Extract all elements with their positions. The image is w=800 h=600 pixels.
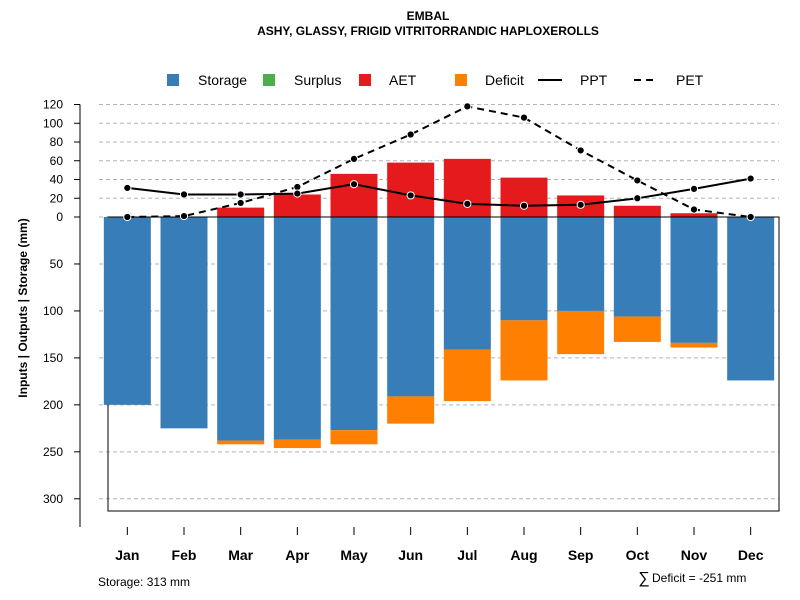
- chart-subtitle: ASHY, GLASSY, FRIGID VITRITORRANDIC HAPL…: [257, 24, 599, 38]
- legend-aet-swatch: [359, 74, 371, 86]
- legend: Storage Surplus AET Deficit PPT PET: [167, 72, 704, 88]
- storage-bar: [330, 217, 378, 431]
- x-tick-label: Mar: [228, 547, 253, 563]
- x-tick-label: Oct: [626, 547, 650, 563]
- y-tick-label: 40: [50, 173, 64, 187]
- aet-bar: [217, 207, 265, 217]
- ppt-point: [746, 174, 755, 183]
- storage-total: Storage: 313 mm: [98, 575, 190, 589]
- legend-storage-swatch: [167, 74, 179, 86]
- storage-bar: [500, 217, 548, 321]
- storage-bar: [443, 217, 491, 350]
- deficit-bar: [217, 440, 265, 445]
- pet-point: [576, 146, 585, 155]
- deficit-total: Deficit = -251 mm: [652, 571, 746, 585]
- pet-point: [746, 212, 755, 222]
- y-tick-label: 60: [50, 154, 64, 168]
- pet-point: [689, 205, 699, 214]
- ppt-point: [406, 191, 415, 200]
- storage-bar: [160, 217, 208, 429]
- aet-bar: [670, 213, 718, 217]
- y-tick-label: 80: [50, 135, 64, 149]
- y-tick-label: 20: [50, 191, 64, 205]
- storage-bar: [387, 217, 435, 397]
- ppt-point: [463, 199, 472, 208]
- x-tick-label: Feb: [172, 547, 197, 563]
- pet-point: [633, 176, 642, 185]
- chart-title: EMBAL: [407, 9, 450, 23]
- y-tick-label: 300: [43, 492, 63, 506]
- x-tick-label: Jan: [115, 547, 139, 563]
- x-tick-label: Sep: [568, 547, 594, 563]
- ppt-point: [349, 180, 359, 189]
- pet-point: [519, 113, 529, 122]
- legend-deficit-label: Deficit: [485, 72, 524, 88]
- y-axis-label: Inputs | Outputs | Storage (mm): [16, 218, 30, 397]
- pet-point: [236, 198, 245, 208]
- aet-bar: [613, 205, 661, 217]
- legend-deficit-swatch: [455, 74, 467, 86]
- y-tick-label: 200: [43, 398, 63, 412]
- aet-bar: [387, 162, 435, 217]
- storage-bar: [613, 217, 661, 317]
- y-tick-label: 250: [43, 445, 63, 459]
- pet-point: [179, 211, 189, 221]
- deficit-bar: [670, 342, 718, 348]
- x-tick-label: Jul: [457, 547, 477, 563]
- ppt-point: [236, 190, 245, 199]
- ppt-line: [127, 177, 751, 207]
- deficit-bar: [387, 396, 435, 424]
- storage-bar: [217, 217, 265, 441]
- x-tick-label: Apr: [285, 547, 310, 563]
- sum-icon: ∑: [638, 570, 649, 587]
- y-tick-label: 120: [43, 98, 63, 112]
- ppt-point: [633, 194, 642, 203]
- series-lines: [123, 102, 755, 222]
- axes: 0 20 40 60 80 100 120 50 100 150 200 250 300 Jan Feb Ma…: [43, 98, 764, 564]
- ppt-point: [519, 201, 529, 210]
- legend-pet-label: PET: [676, 72, 704, 88]
- bars: [103, 158, 779, 449]
- pet-point: [123, 212, 132, 222]
- aet-bar: [443, 158, 491, 217]
- y-tick-label: 100: [43, 116, 63, 130]
- ppt-point: [293, 189, 302, 198]
- pet-point: [349, 154, 359, 163]
- x-tick-label: Nov: [681, 547, 708, 563]
- x-tick-label: May: [340, 547, 367, 563]
- x-tick-label: Jun: [398, 547, 423, 563]
- ppt-point: [576, 200, 585, 209]
- pet-line: [127, 105, 751, 218]
- x-tick-label: Aug: [510, 547, 537, 563]
- legend-surplus-swatch: [263, 74, 275, 86]
- legend-surplus-label: Surplus: [294, 72, 341, 88]
- deficit-bar: [330, 430, 378, 445]
- deficit-bar: [613, 316, 661, 342]
- storage-bar: [273, 217, 321, 440]
- ppt-point: [123, 183, 132, 193]
- storage-bar: [670, 217, 718, 343]
- y-tick-label: 50: [50, 257, 64, 271]
- deficit-bar: [273, 439, 321, 449]
- storage-bar: [557, 217, 605, 311]
- y-tick-label: 100: [43, 304, 63, 318]
- ppt-point: [179, 190, 189, 199]
- deficit-bar: [557, 310, 605, 355]
- storage-bar: [103, 217, 151, 405]
- deficit-bar: [443, 349, 491, 402]
- storage-bar: [727, 217, 775, 381]
- pet-point: [463, 102, 472, 111]
- deficit-bar: [500, 320, 548, 381]
- y-tick-label: 0: [56, 210, 63, 224]
- legend-aet-label: AET: [389, 72, 417, 88]
- y-tick-label: 150: [43, 351, 63, 365]
- aet-bar: [273, 194, 321, 217]
- pet-point: [406, 130, 415, 139]
- x-tick-label: Dec: [738, 547, 764, 563]
- ppt-point: [689, 184, 699, 193]
- legend-storage-label: Storage: [198, 72, 247, 88]
- aet-bar: [500, 177, 548, 217]
- legend-ppt-label: PPT: [580, 72, 608, 88]
